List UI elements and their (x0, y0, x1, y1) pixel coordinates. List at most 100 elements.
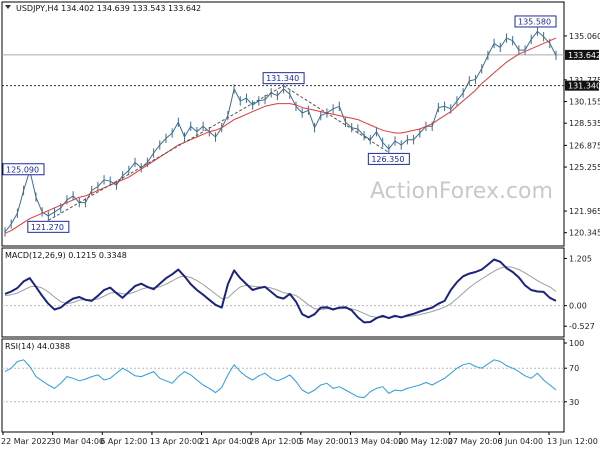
rsi-rsi-point (463, 364, 464, 365)
macd-macd-point (42, 295, 43, 296)
macd-macd-point (116, 293, 117, 294)
rsi-rsi-point (23, 359, 24, 360)
price-price-point (289, 94, 290, 95)
price-ma-point (73, 199, 74, 200)
price-ma-point (85, 195, 86, 196)
macd-macd-point (215, 304, 216, 305)
rsi-rsi-point (227, 374, 228, 375)
price-price-point (159, 145, 160, 146)
current-price-tag (565, 49, 599, 60)
price-ma-point (314, 110, 315, 111)
price-price-point (382, 142, 383, 143)
price-price-point (215, 137, 216, 138)
price-ma-point (42, 213, 43, 214)
price-price-point (413, 139, 414, 140)
price-ma-point (357, 119, 358, 120)
price-ma-point (320, 111, 321, 112)
price-price-point (308, 110, 309, 111)
macd-signal-point (215, 293, 216, 294)
macd-macd-point (60, 307, 61, 308)
price-price-point (60, 207, 61, 208)
price-price-point (302, 113, 303, 114)
rsi-rsi-point (91, 376, 92, 377)
macd-signal-point (203, 284, 204, 285)
price-ma-point (135, 173, 136, 174)
macd-macd-point (97, 295, 98, 296)
macd-signal-point (426, 313, 427, 314)
macd-macd-point (537, 291, 538, 292)
price-ma-point (456, 106, 457, 107)
macd-signal-point (97, 299, 98, 300)
macd-signal-point (60, 301, 61, 302)
price-label-text: 126.350 (371, 155, 404, 164)
macd-y-tick-label: 1.205 (569, 254, 592, 263)
macd-macd-point (159, 283, 160, 284)
macd-signal-point (469, 287, 470, 288)
price-ma-point (481, 83, 482, 84)
x-tick-label: 13 Jun 12:00 (547, 437, 598, 446)
macd-signal-point (444, 307, 445, 308)
macd-macd-point (234, 270, 235, 271)
dropdown-triangle-icon[interactable] (5, 5, 11, 9)
rsi-rsi-point (326, 383, 327, 384)
rsi-rsi-point (469, 363, 470, 364)
macd-macd-point (438, 303, 439, 304)
rsi-rsi-point (203, 385, 204, 386)
price-ma-point (11, 230, 12, 231)
price-ma-point (203, 134, 204, 135)
price-ma-point (388, 131, 389, 132)
macd-signal-point (159, 286, 160, 287)
x-tick-label: 6 Jun 04:00 (497, 437, 543, 446)
price-ma-point (506, 62, 507, 63)
x-tick-label: 30 Mar 04:00 (51, 437, 104, 446)
rsi-rsi-point (215, 392, 216, 393)
rsi-rsi-point (172, 383, 173, 384)
price-ma-point (382, 130, 383, 131)
macd-layer (2, 258, 564, 324)
macd-signal-point (135, 291, 136, 292)
macd-signal-point (450, 303, 451, 304)
price-ma-point (370, 125, 371, 126)
price-ma-point (364, 122, 365, 123)
price-price-point (240, 100, 241, 101)
rsi-rsi-point (351, 393, 352, 394)
price-price-point (531, 39, 532, 40)
price-ma-point (432, 123, 433, 124)
price-price-point (494, 43, 495, 44)
macd-signal-point (42, 288, 43, 289)
price-price-point (147, 162, 148, 163)
macd-signal-point (556, 291, 557, 292)
price-price-point (227, 115, 228, 116)
rsi-rsi-point (419, 385, 420, 386)
price-price-point (333, 108, 334, 109)
macd-signal-point (432, 311, 433, 312)
macd-macd-point (512, 272, 513, 273)
rsi-rsi-point (190, 374, 191, 375)
price-price-point (450, 108, 451, 109)
macd-signal-point (314, 308, 315, 309)
price-price-point (66, 199, 67, 200)
price-label-box (262, 72, 305, 85)
price-price-point (190, 126, 191, 127)
price-ma-point (23, 222, 24, 223)
level-price-tag (565, 80, 599, 91)
macd-signal-line (4, 266, 557, 318)
price-ma-point (469, 95, 470, 96)
macd-macd-point (364, 322, 365, 323)
price-price-point (345, 122, 346, 123)
price-ma-point (122, 179, 123, 180)
macd-signal-point (48, 291, 49, 292)
price-ma-point (401, 133, 402, 134)
price-ma-point (512, 58, 513, 59)
macd-macd-point (36, 286, 37, 287)
rsi-rsi-point (85, 379, 86, 380)
watermark-text: ActionForex.com (370, 179, 553, 204)
price-label-text: 125.090 (6, 165, 39, 174)
rsi-rsi-point (357, 396, 358, 397)
price-y-tick-label: 121.965 (569, 207, 600, 216)
rsi-rsi-point (339, 386, 340, 387)
rsi-rsi-point (289, 374, 290, 375)
price-price-point (252, 104, 253, 105)
rsi-rsi-point (147, 374, 148, 375)
